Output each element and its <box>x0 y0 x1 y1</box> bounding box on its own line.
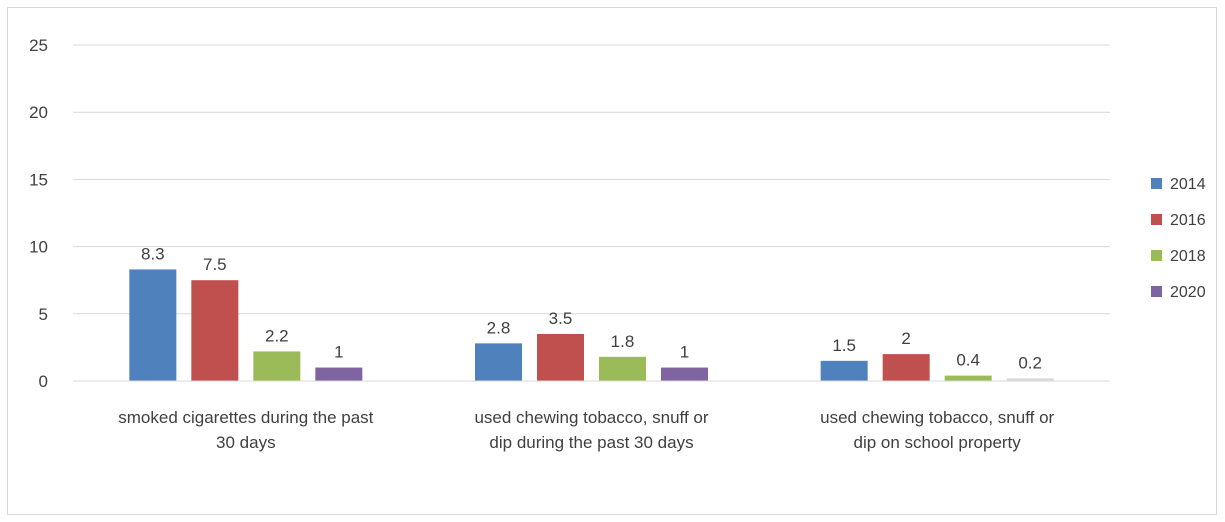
legend-label: 2016 <box>1170 212 1206 229</box>
data-label: 2.2 <box>265 326 289 345</box>
bar-2016-1 <box>537 333 584 381</box>
legend-swatch-2018 <box>1151 250 1162 261</box>
data-label: 0.2 <box>1018 353 1042 372</box>
bar-2018-0 <box>253 351 301 381</box>
data-label: 1.5 <box>832 336 856 355</box>
category-label: dip during the past 30 days <box>489 433 693 452</box>
legend-swatch-2016 <box>1151 214 1162 225</box>
y-tick-label: 5 <box>39 305 48 324</box>
legend-label: 2020 <box>1170 284 1206 301</box>
category-label: 30 days <box>216 433 276 452</box>
legend-swatch-2020 <box>1151 286 1162 297</box>
bar-2018-1 <box>599 356 646 381</box>
category-label: dip on school property <box>854 433 1022 452</box>
legend-label: 2018 <box>1170 248 1206 265</box>
y-tick-label: 25 <box>29 36 48 55</box>
bar-2014-2 <box>820 360 868 381</box>
legend-swatch-2014 <box>1151 178 1162 189</box>
bar-2016-2 <box>882 354 930 381</box>
bar-2020-2 <box>1006 378 1054 381</box>
bar-2016-0 <box>191 280 239 381</box>
y-tick-label: 20 <box>29 103 48 122</box>
bar-2020-1 <box>661 367 708 381</box>
y-tick-label: 10 <box>29 238 48 257</box>
data-label: 2 <box>901 329 910 348</box>
bar-2014-0 <box>129 269 177 381</box>
category-label: smoked cigarettes during the past <box>118 408 373 427</box>
chart-frame <box>7 7 1217 515</box>
category-label: used chewing tobacco, snuff or <box>474 408 708 427</box>
data-label: 2.8 <box>487 318 511 337</box>
data-label: 1.8 <box>611 332 635 351</box>
legend-label: 2014 <box>1170 176 1206 193</box>
data-label: 0.4 <box>956 351 980 370</box>
data-label: 8.3 <box>141 244 165 263</box>
y-tick-label: 15 <box>29 170 48 189</box>
bar-2020-0 <box>315 367 363 381</box>
data-label: 3.5 <box>549 309 573 328</box>
category-label: used chewing tobacco, snuff or <box>820 408 1054 427</box>
data-label: 1 <box>334 343 343 362</box>
bar-2014-1 <box>475 343 522 381</box>
y-tick-label: 0 <box>39 372 48 391</box>
data-label: 7.5 <box>203 255 227 274</box>
bar-2018-2 <box>944 375 992 381</box>
data-label: 1 <box>680 343 689 362</box>
